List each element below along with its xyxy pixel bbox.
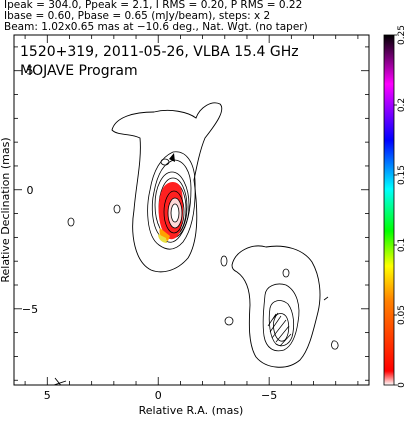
x-tick-label: −5 xyxy=(261,389,277,402)
colorbar xyxy=(383,34,395,386)
jet-hatching xyxy=(267,312,292,347)
left-island-1 xyxy=(113,204,121,214)
stats-line-1: Ipeak = 304.0, Ppeak = 2.1, I RMS = 0.20… xyxy=(4,0,303,11)
stats-line-2: Ibase = 0.60, Pbase = 0.65 (mJy/beam), s… xyxy=(4,10,271,22)
x-tick-label: 5 xyxy=(44,389,51,402)
jet-contour-3 xyxy=(268,300,295,347)
jet-contour-2 xyxy=(262,283,300,352)
chart-subtitle: MOJAVE Program xyxy=(20,63,138,79)
colorbar-tick-label: 0.05 xyxy=(397,305,407,325)
lower-island xyxy=(224,316,234,326)
y-tick-label: −5 xyxy=(22,303,38,316)
colorbar-ticks: 0 0.05 0.1 0.15 0.2 0.25 xyxy=(394,25,407,388)
mid-island xyxy=(220,255,228,267)
plot-frame xyxy=(13,34,370,386)
jet-outer-contour xyxy=(231,245,321,368)
y-tick-label: 0 xyxy=(27,184,34,197)
beam-minor-axis xyxy=(52,380,67,385)
left-island-2 xyxy=(67,217,75,227)
axis-ticks xyxy=(14,35,369,385)
jet-dash-contour xyxy=(323,296,329,301)
core-small-contour xyxy=(160,158,170,166)
x-axis-label: Relative R.A. (mas) xyxy=(139,404,244,417)
contour-layer xyxy=(52,102,339,385)
colorbar-tick-label: 0.1 xyxy=(397,238,407,252)
core-small-blob xyxy=(169,153,175,162)
restoring-beam xyxy=(52,377,67,385)
colorbar-tick-label: 0.25 xyxy=(397,25,407,45)
jet-side-contour xyxy=(331,340,339,350)
core-contour-2 xyxy=(147,151,196,250)
x-tick-label: 0 xyxy=(155,389,162,402)
chart-title: 1520+319, 2011-05-26, VLBA 15.4 GHz xyxy=(20,44,299,60)
colorbar-tick-label: 0 xyxy=(397,382,407,388)
core-outer-contour xyxy=(111,102,223,273)
jet-contour-4 xyxy=(273,313,290,342)
y-tick-label: 5 xyxy=(27,65,34,78)
core-contour-7 xyxy=(163,190,185,234)
colorbar-tick-label: 0.2 xyxy=(397,98,407,112)
core-contour-3 xyxy=(151,159,192,243)
polarization-yellow xyxy=(158,234,167,243)
jet-small-contour xyxy=(282,268,290,278)
core-contour-9 xyxy=(170,203,180,223)
colorbar-tick-label: 0.15 xyxy=(397,165,407,185)
beam-info-line: Beam: 1.02x0.65 mas at −10.6 deg., Nat. … xyxy=(4,21,308,33)
y-axis-label: Relative Declination (mas) xyxy=(0,137,12,282)
